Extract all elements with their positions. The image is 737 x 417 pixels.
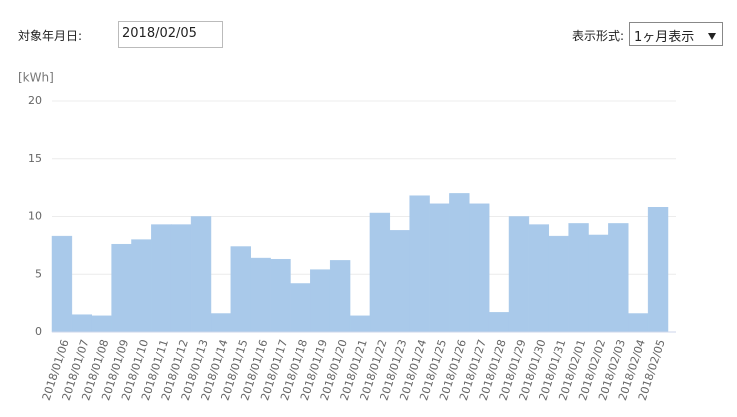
bar (250, 257, 271, 333)
bar (588, 234, 609, 333)
bar (310, 269, 331, 333)
bar (290, 283, 311, 333)
bar (210, 313, 232, 333)
bar (568, 223, 589, 333)
mode-select[interactable]: 1ヶ月表示 (629, 22, 723, 46)
bar (628, 313, 649, 333)
bar (608, 223, 629, 333)
bar (230, 246, 251, 333)
bar (170, 224, 192, 333)
bar (469, 203, 490, 333)
bar (548, 235, 569, 333)
bar (329, 260, 351, 333)
bar (508, 216, 530, 333)
y-tick-label: 20 (28, 94, 42, 107)
bar (389, 230, 410, 333)
y-tick-label: 5 (35, 267, 42, 280)
bar (647, 207, 669, 333)
bar (71, 314, 92, 333)
bar (369, 212, 391, 333)
bar (429, 203, 450, 333)
bar (190, 216, 212, 333)
date-label: 対象年月日: (18, 29, 83, 43)
bar (91, 315, 112, 333)
mode-value: 1ヶ月表示 (634, 30, 695, 45)
bar (131, 239, 152, 333)
bar (488, 312, 510, 333)
bar (349, 315, 371, 333)
mode-label: 表示形式: (572, 29, 625, 43)
dropdown-arrow (708, 33, 716, 40)
bar (528, 224, 550, 333)
bar (51, 235, 73, 333)
bar (449, 193, 470, 333)
date-input[interactable]: 2018/02/05 (118, 21, 223, 48)
y-tick-label: 15 (28, 152, 42, 165)
y-tick-label: 0 (35, 325, 42, 338)
bar (151, 224, 172, 333)
bar (111, 243, 132, 333)
bar (270, 258, 291, 333)
y-tick-label: 10 (28, 210, 42, 223)
unit-label: [kWh] (18, 71, 54, 85)
bar (409, 195, 430, 333)
